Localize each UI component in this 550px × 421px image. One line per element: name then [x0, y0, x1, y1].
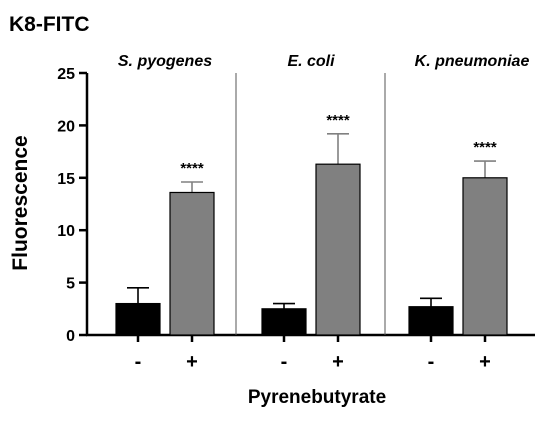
x-tick-label: - — [428, 351, 435, 373]
y-tick-label: 20 — [57, 118, 75, 135]
bar — [115, 302, 161, 336]
plot-area: 0 5 10 15 20 25 S. pyogenes - + **** E. coli - + ****… — [57, 53, 535, 373]
y-tick-label: 5 — [66, 276, 75, 293]
x-tick-label: + — [479, 351, 491, 373]
x-axis-label: Pyrenebutyrate — [248, 387, 386, 408]
significance-label: **** — [473, 139, 497, 156]
significance-label: **** — [326, 112, 350, 129]
x-tick-label: - — [135, 351, 142, 373]
bar — [408, 306, 454, 336]
x-tick-label: - — [281, 351, 288, 373]
bar — [169, 191, 215, 336]
bar — [315, 163, 361, 336]
chart-title: K8-FITC — [9, 13, 90, 36]
y-tick-label: 15 — [57, 171, 75, 188]
y-tick-label: 25 — [57, 66, 75, 83]
panel-title: S. pyogenes — [118, 53, 212, 70]
panel-title: K. pneumoniae — [415, 53, 530, 70]
panel-title: E. coli — [287, 53, 335, 70]
bar — [462, 177, 508, 336]
y-axis-label: Fluorescence — [9, 135, 32, 270]
x-tick-label: + — [186, 351, 198, 373]
y-tick-label: 0 — [66, 328, 75, 345]
significance-label: **** — [180, 160, 204, 177]
x-tick-label: + — [332, 351, 344, 373]
bar — [261, 308, 307, 336]
y-tick-label: 10 — [57, 223, 75, 240]
